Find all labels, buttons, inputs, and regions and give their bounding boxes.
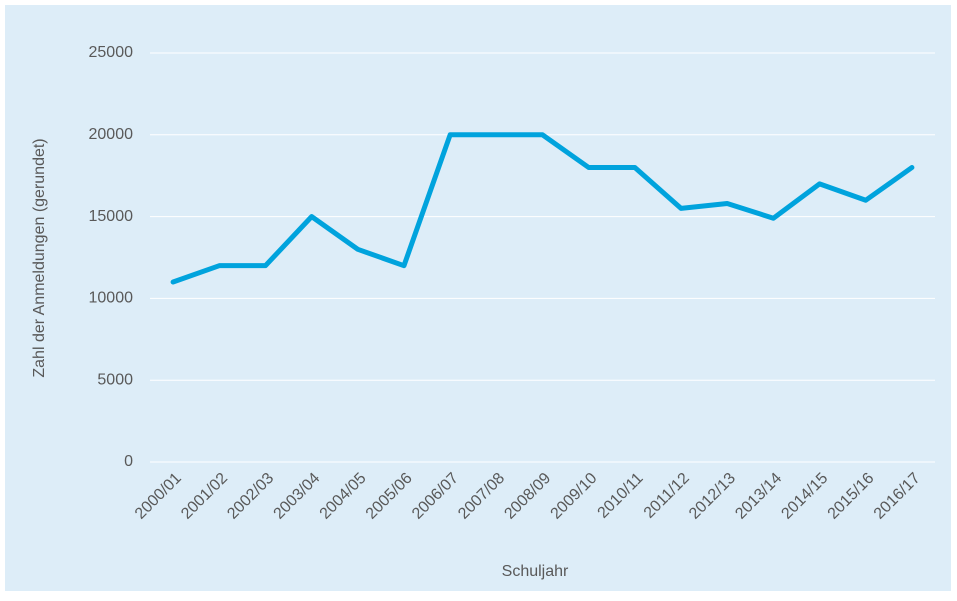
x-axis-label: Schuljahr: [502, 563, 569, 580]
y-tick-label: 15000: [89, 208, 134, 225]
y-tick-label: 0: [124, 453, 133, 470]
y-axis-label: Zahl der Anmeldungen (gerundet): [31, 138, 48, 377]
y-tick-label: 5000: [97, 371, 133, 388]
y-tick-label: 10000: [89, 290, 134, 307]
y-tick-label: 25000: [89, 44, 134, 61]
y-tick-label: 20000: [89, 126, 134, 143]
data-line: [170, 132, 915, 285]
